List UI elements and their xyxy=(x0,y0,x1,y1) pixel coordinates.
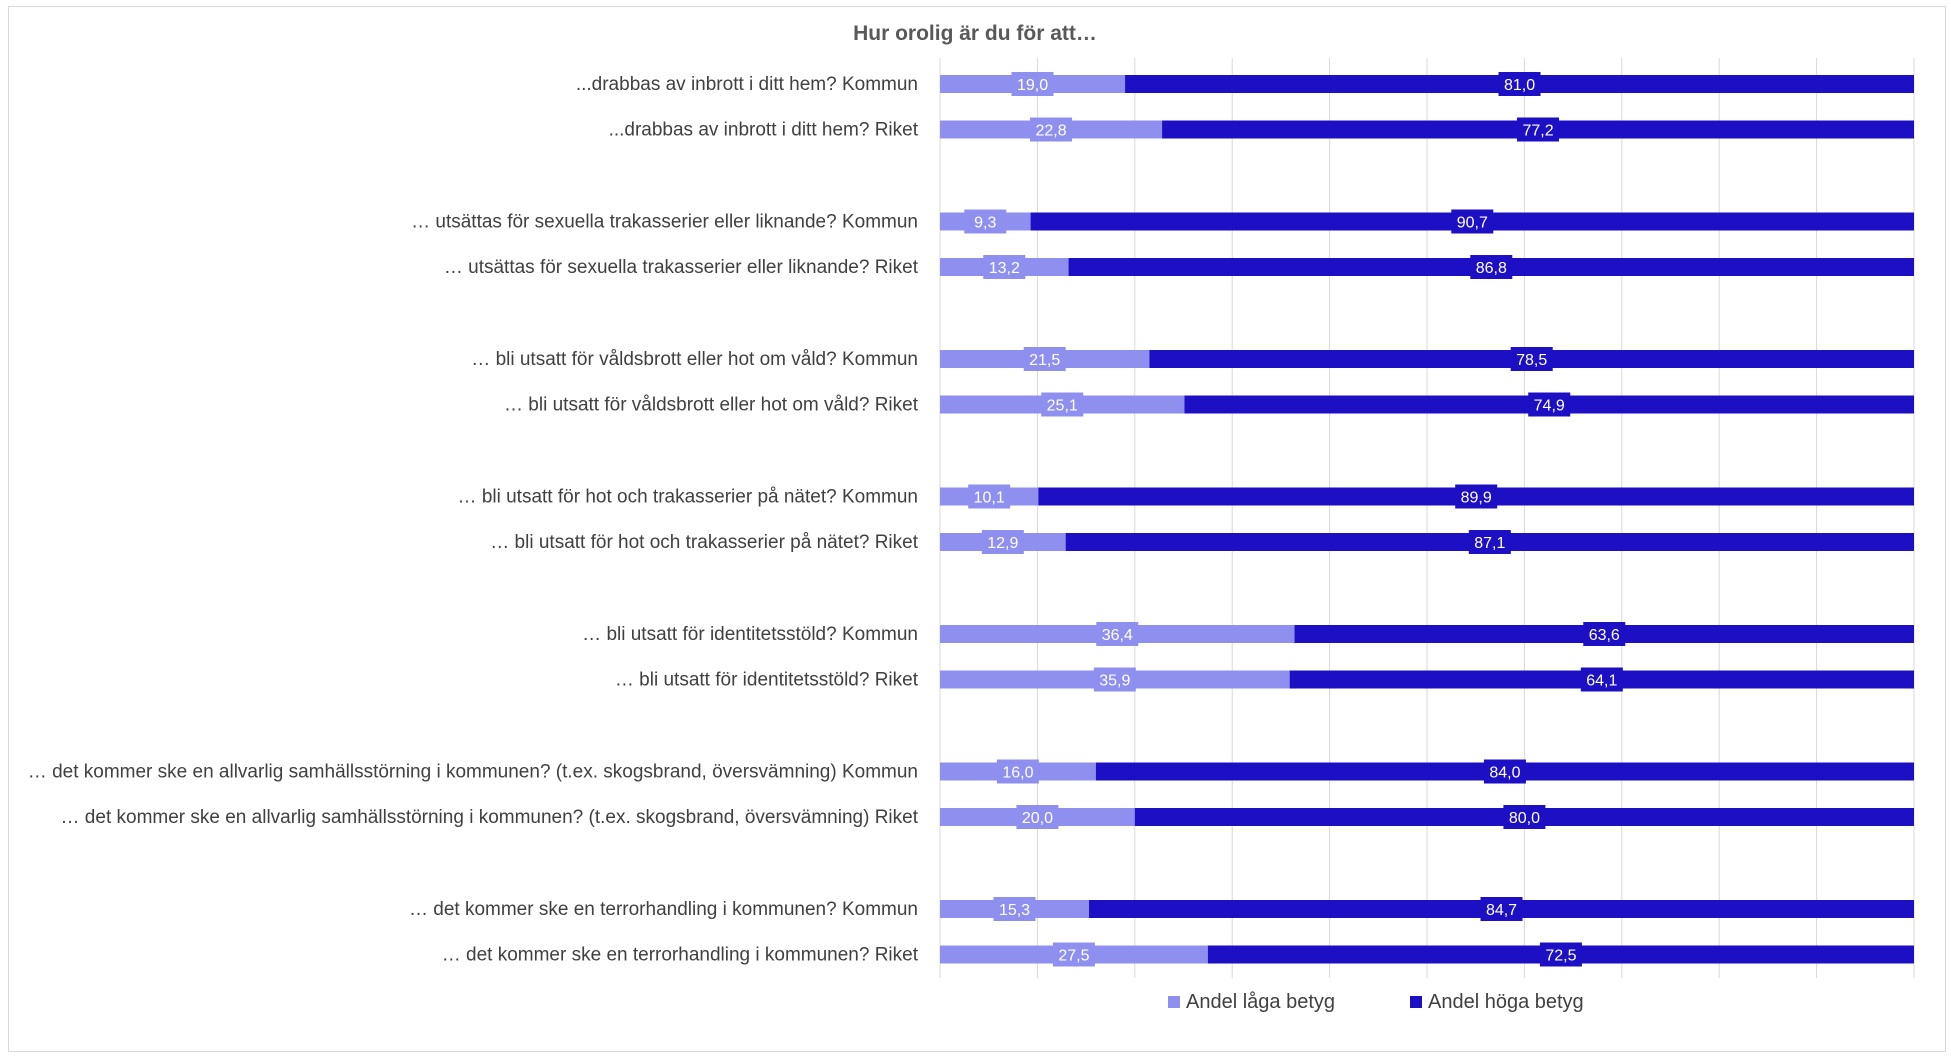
category-label: ...drabbas av inbrott i ditt hem? Riket xyxy=(609,120,919,141)
data-label-box xyxy=(1455,484,1498,509)
category-label: … bli utsatt för hot och trakasserier på… xyxy=(490,532,918,553)
data-label-box xyxy=(968,484,1011,509)
data-label-box xyxy=(1539,942,1582,967)
data-label: 35,9 xyxy=(1099,673,1130,690)
data-label: 9,3 xyxy=(974,215,996,232)
category-label: ...drabbas av inbrott i ditt hem? Kommun xyxy=(576,74,918,95)
data-label: 74,9 xyxy=(1534,398,1565,415)
data-label-box xyxy=(981,530,1024,554)
data-label-box xyxy=(1030,117,1073,142)
data-label: 89,9 xyxy=(1461,490,1492,507)
legend-label: Andel höga betyg xyxy=(1428,991,1584,1013)
data-label: 81,0 xyxy=(1504,77,1535,94)
legend: Andel låga betyg Andel höga betyg xyxy=(1168,991,1584,1013)
data-label-box xyxy=(996,759,1039,784)
data-labels: 19,0 81,0 22,8 77,2 9,3 90,7 13,2 86,8 21,5 78,5 2… xyxy=(964,72,1626,967)
data-label: 21,5 xyxy=(1029,352,1060,369)
data-label: 12,9 xyxy=(987,535,1018,552)
data-label: 84,0 xyxy=(1489,765,1520,782)
data-label: 13,2 xyxy=(989,260,1020,277)
legend-swatch xyxy=(1168,996,1180,1008)
data-label: 72,5 xyxy=(1545,948,1576,965)
data-label: 20,0 xyxy=(1022,810,1053,827)
data-label-box xyxy=(1451,209,1494,234)
data-label-box xyxy=(1096,622,1139,646)
data-label: 27,5 xyxy=(1058,948,1089,965)
data-label-box xyxy=(1052,942,1095,967)
category-label: … utsättas för sexuella trakasserier ell… xyxy=(444,257,919,278)
data-label-box xyxy=(1483,759,1526,784)
data-label: 64,1 xyxy=(1586,673,1617,690)
legend-swatch xyxy=(1410,996,1422,1008)
data-label-box xyxy=(1470,255,1513,279)
data-label: 25,1 xyxy=(1047,398,1078,415)
data-label: 63,6 xyxy=(1589,627,1620,644)
data-label-box xyxy=(1093,667,1136,692)
data-label-box xyxy=(1503,805,1546,829)
data-label-box xyxy=(983,255,1026,279)
data-label: 22,8 xyxy=(1035,123,1066,140)
data-label-box xyxy=(1480,897,1523,921)
category-label: … bli utsatt för våldsbrott eller hot om… xyxy=(471,349,918,370)
data-label: 80,0 xyxy=(1509,810,1540,827)
data-label-box xyxy=(1580,667,1623,692)
chart-title: Hur orolig är du för att… xyxy=(853,22,1097,45)
data-label-box xyxy=(1023,347,1066,371)
data-label: 90,7 xyxy=(1457,215,1488,232)
data-label-box xyxy=(1011,72,1054,96)
category-labels: ...drabbas av inbrott i ditt hem? Kommun… xyxy=(28,74,919,966)
data-label-box xyxy=(1041,392,1084,417)
data-label-box xyxy=(1517,117,1560,142)
category-label: … bli utsatt för identitetsstöld? Riket xyxy=(615,670,919,691)
data-label: 15,3 xyxy=(999,902,1030,919)
data-label: 87,1 xyxy=(1474,535,1505,552)
data-label: 84,7 xyxy=(1486,902,1517,919)
category-label: … utsättas för sexuella trakasserier ell… xyxy=(411,212,918,233)
data-label-box xyxy=(1016,805,1059,829)
data-label-box xyxy=(1583,622,1626,646)
data-label: 77,2 xyxy=(1522,123,1553,140)
gridlines xyxy=(939,58,1915,978)
data-label: 16,0 xyxy=(1002,765,1033,782)
data-label: 86,8 xyxy=(1476,260,1507,277)
data-label-box xyxy=(1528,392,1571,417)
legend-label: Andel låga betyg xyxy=(1186,991,1335,1013)
category-label: … bli utsatt för identitetsstöld? Kommun xyxy=(582,624,918,645)
category-label: … det kommer ske en allvarlig samhällsst… xyxy=(61,807,919,828)
data-label-box xyxy=(993,897,1036,921)
category-label: … bli utsatt för våldsbrott eller hot om… xyxy=(504,395,919,416)
category-label: … bli utsatt för hot och trakasserier på… xyxy=(458,487,918,508)
category-label: … det kommer ske en allvarlig samhällsst… xyxy=(28,762,918,783)
data-label: 78,5 xyxy=(1516,352,1547,369)
data-label-box xyxy=(1468,530,1511,554)
data-label-box xyxy=(964,209,1007,234)
data-label: 10,1 xyxy=(974,490,1005,507)
data-label-box xyxy=(1510,347,1553,371)
data-label-box xyxy=(1498,72,1541,96)
data-label: 36,4 xyxy=(1102,627,1133,644)
data-label: 19,0 xyxy=(1017,77,1048,94)
category-label: … det kommer ske en terrorhandling i kom… xyxy=(409,899,918,920)
category-label: … det kommer ske en terrorhandling i kom… xyxy=(442,945,919,966)
chart-frame xyxy=(8,6,1946,1052)
